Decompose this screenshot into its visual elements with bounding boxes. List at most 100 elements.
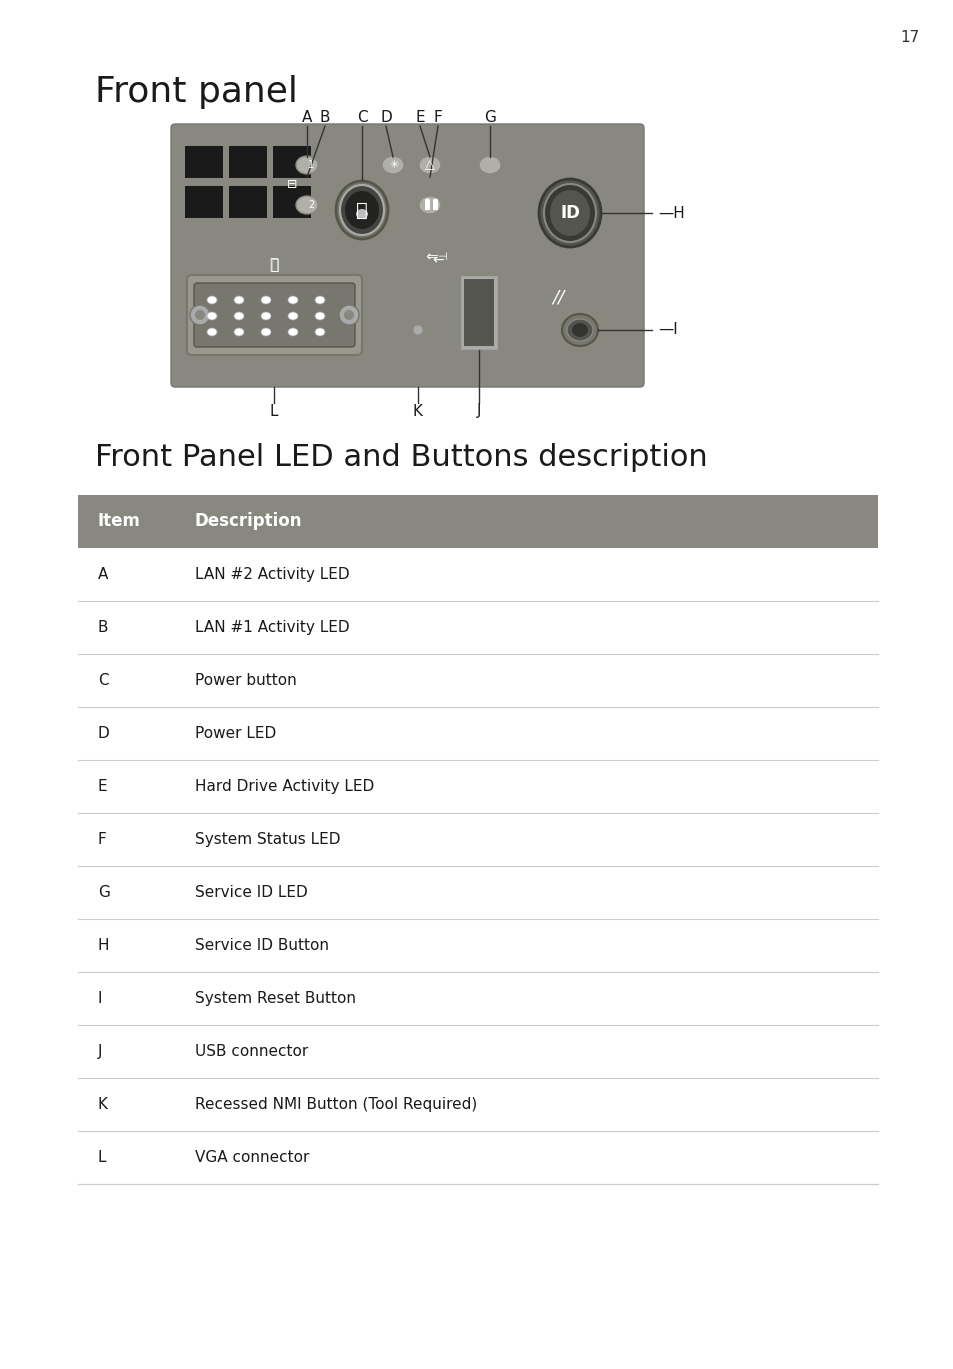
Bar [78,601,877,654]
Ellipse shape [339,185,384,235]
Ellipse shape [538,179,600,246]
Ellipse shape [418,156,440,174]
Bar [78,706,877,760]
Text: System Reset Button: System Reset Button [194,991,355,1006]
Text: —H: —H [658,205,684,220]
Circle shape [194,309,205,320]
Ellipse shape [478,156,500,174]
Bar [433,200,437,209]
Text: LAN #1 Activity LED: LAN #1 Activity LED [194,620,349,635]
Ellipse shape [433,199,437,201]
Ellipse shape [314,296,325,304]
Ellipse shape [335,181,388,240]
Text: USB connector: USB connector [194,1045,308,1060]
Text: K: K [98,1097,108,1112]
Text: 🖥: 🖥 [269,257,278,272]
Text: ⏻: ⏻ [355,200,368,219]
Bar [78,972,877,1025]
Ellipse shape [295,196,317,214]
FancyBboxPatch shape [193,283,355,346]
Text: Item: Item [98,512,141,531]
Bar [229,186,267,218]
Text: Service ID LED: Service ID LED [194,884,308,899]
Text: Power LED: Power LED [194,726,276,741]
Ellipse shape [345,192,378,229]
Ellipse shape [543,183,596,242]
Ellipse shape [207,296,216,304]
Ellipse shape [233,329,244,335]
Text: Front Panel LED and Buttons description: Front Panel LED and Buttons description [95,444,707,472]
Text: L: L [270,404,278,419]
Text: J: J [476,404,480,419]
Ellipse shape [572,323,587,337]
Ellipse shape [355,209,368,219]
Text: B: B [98,620,109,635]
Ellipse shape [261,296,271,304]
Ellipse shape [261,329,271,335]
Text: E: E [98,779,108,794]
Circle shape [190,305,210,324]
Ellipse shape [314,329,325,335]
Text: F: F [434,111,442,126]
Bar [78,548,877,601]
Text: △: △ [425,159,435,171]
FancyBboxPatch shape [171,125,643,387]
Text: ⇐: ⇐ [425,249,438,264]
Bar [229,146,267,178]
Bar [185,146,223,178]
Text: B: B [319,111,330,126]
Text: K: K [413,404,422,419]
Text: C: C [356,111,367,126]
Text: ⬛: ⬛ [270,257,278,272]
Text: C: C [98,674,109,689]
Text: //: // [551,289,563,307]
Text: G: G [98,884,110,899]
Bar [185,186,223,218]
Ellipse shape [314,312,325,320]
Ellipse shape [550,190,589,235]
Text: —I: —I [658,323,677,338]
Text: 17: 17 [900,30,919,45]
Text: 1: 1 [308,160,314,170]
Ellipse shape [381,156,403,174]
Text: VGA connector: VGA connector [194,1150,309,1165]
Bar [463,279,494,346]
Bar [78,1131,877,1184]
Bar [273,146,311,178]
Text: Power button: Power button [194,674,296,689]
Text: A: A [301,111,312,126]
Text: ⊣: ⊣ [436,252,446,261]
Bar [78,919,877,972]
Circle shape [413,324,422,335]
Text: ⊟: ⊟ [287,178,297,192]
Ellipse shape [233,296,244,304]
Text: A: A [98,567,109,582]
Text: Service ID Button: Service ID Button [194,938,329,953]
Text: ID: ID [559,204,579,222]
Text: D: D [379,111,392,126]
Ellipse shape [261,312,271,320]
Bar [459,275,497,350]
Ellipse shape [288,312,297,320]
Text: G: G [483,111,496,126]
Bar [78,760,877,813]
Bar [273,186,311,218]
Bar [78,1025,877,1077]
Text: LAN #2 Activity LED: LAN #2 Activity LED [194,567,349,582]
Text: Description: Description [194,512,302,531]
Bar [424,200,430,209]
Bar [78,813,877,867]
Circle shape [338,305,358,324]
Text: Hard Drive Activity LED: Hard Drive Activity LED [194,779,374,794]
Text: J: J [98,1045,102,1060]
Text: Recessed NMI Button (Tool Required): Recessed NMI Button (Tool Required) [194,1097,476,1112]
Text: Front panel: Front panel [95,75,297,110]
Text: D: D [98,726,110,741]
Ellipse shape [288,296,297,304]
Bar [78,1077,877,1131]
Ellipse shape [288,329,297,335]
Ellipse shape [561,314,598,346]
Text: I: I [98,991,102,1006]
Ellipse shape [207,329,216,335]
Text: 2: 2 [308,200,314,209]
